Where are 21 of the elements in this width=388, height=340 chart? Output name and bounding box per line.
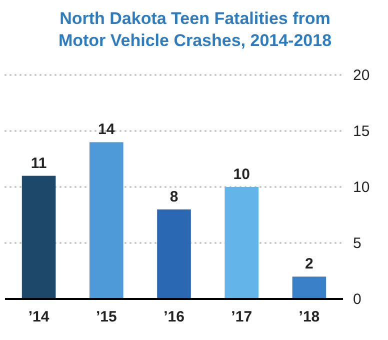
data-label: 2 — [305, 256, 314, 273]
bar — [157, 209, 191, 299]
y-tick-label: 0 — [353, 290, 362, 308]
bar — [22, 176, 56, 299]
bar — [292, 276, 326, 299]
data-label: 8 — [170, 188, 178, 206]
bar — [90, 142, 124, 299]
data-label: 10 — [233, 166, 250, 183]
data-label: 11 — [30, 154, 47, 172]
data-label: 14 — [98, 121, 116, 138]
y-tick-label: 15 — [353, 122, 370, 140]
chart-title: North Dakota Teen Fatalities from Motor Vehicle Crashes, 2014-2018 — [58, 9, 332, 50]
y-tick-label: 10 — [353, 178, 370, 196]
bar — [224, 187, 258, 299]
x-tick-label: ’15 — [96, 308, 117, 326]
x-tick-label: ’14 — [28, 308, 50, 326]
x-tick-label: ’16 — [164, 308, 184, 326]
x-tick-label: ’17 — [231, 308, 252, 326]
x-tick-label: ’18 — [298, 308, 320, 326]
y-tick-label: 5 — [353, 234, 362, 252]
y-tick-label: 20 — [353, 66, 370, 84]
